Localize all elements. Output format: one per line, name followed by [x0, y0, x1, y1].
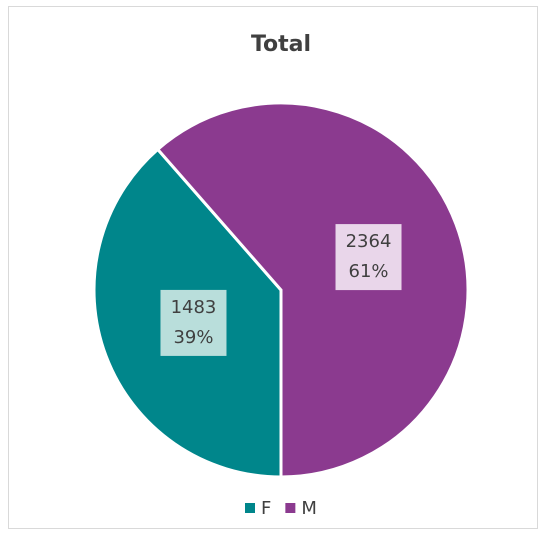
- legend-label: M: [301, 498, 317, 519]
- data-label-value: 1483: [171, 297, 217, 318]
- data-label-percent: 61%: [349, 261, 389, 282]
- data-label-value: 2364: [346, 231, 392, 252]
- chart-title: Total: [251, 32, 311, 57]
- data-label-percent: 39%: [173, 327, 213, 348]
- data-label-box: [160, 289, 227, 356]
- pie-slice: [155, 101, 470, 479]
- legend-label: F: [261, 498, 271, 519]
- legend-swatch: [245, 503, 255, 513]
- legend-swatch: [285, 503, 296, 513]
- data-label-box: [335, 224, 402, 291]
